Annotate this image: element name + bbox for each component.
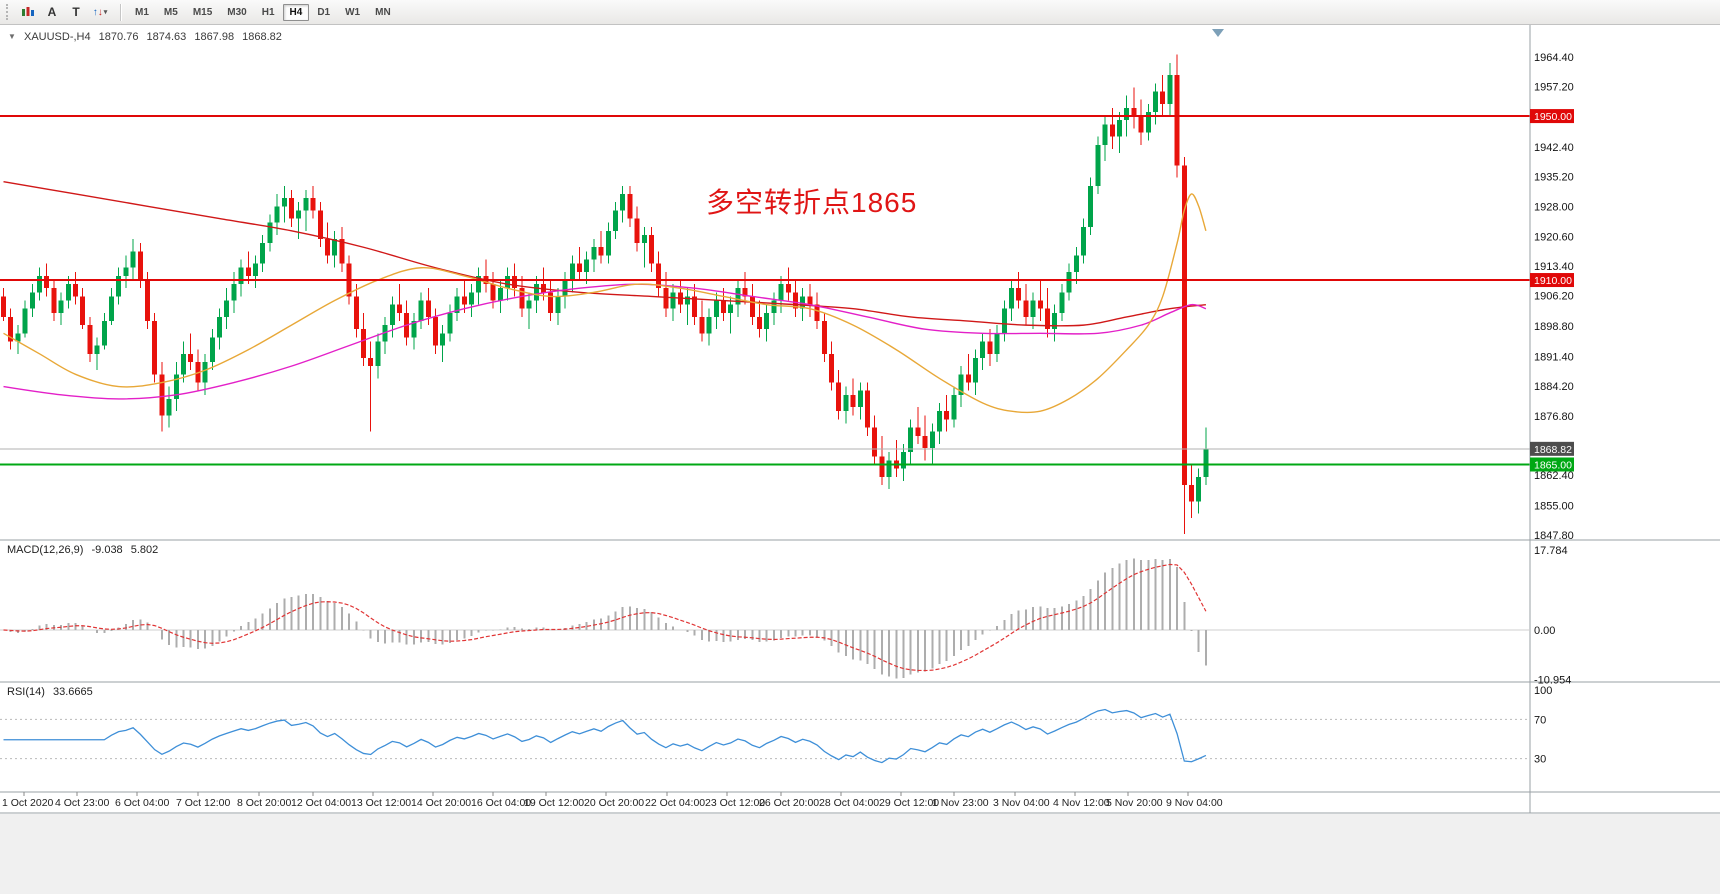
rsi-indicator-header: RSI(14) 33.6665 (7, 686, 98, 698)
macd-value: -9.038 (91, 544, 123, 556)
timeframe-d1[interactable]: D1 (317, 6, 331, 18)
price-axis-label: 1862.40 (1534, 470, 1574, 482)
panel-separators (0, 539, 1720, 814)
price-axis-label: 1876.80 (1534, 411, 1574, 423)
toolbar-grip[interactable] (6, 4, 11, 20)
time-axis-label: 14 Oct 20:00 (411, 797, 471, 809)
symbols-dropdown-icon[interactable]: ↑ ↓ ▾ (92, 6, 108, 18)
macd-indicator-header: MACD(12,26,9) -9.038 5.802 (7, 544, 163, 556)
rsi-axis-label: 100 (1534, 685, 1552, 697)
rsi-value: 33.6665 (52, 686, 93, 698)
bottom-strip (0, 814, 1720, 894)
time-axis-label: 23 Oct 12:00 (705, 797, 765, 809)
price-axis[interactable]: 1964.40 1957.20 1942.40 1935.20 1928.00 1920.… (1530, 52, 1574, 542)
time-axis-label: 1 Nov 23:00 (932, 797, 989, 809)
price-axis-label: 1913.40 (1534, 261, 1574, 273)
high-value: 1874.63 (146, 31, 187, 43)
chart-text-annotation[interactable]: 多空转折点1865 (706, 187, 918, 218)
time-axis-label: 4 Nov 12:00 (1053, 797, 1110, 809)
time-axis-label: 8 Oct 20:00 (237, 797, 291, 809)
price-axis-label: 1906.20 (1534, 291, 1574, 303)
time-axis-label: 7 Oct 12:00 (176, 797, 230, 809)
candlestick-series (1, 54, 1209, 535)
tool-button-t[interactable]: T (72, 5, 80, 19)
price-axis-label: 1928.00 (1534, 201, 1574, 213)
time-axis-label: 4 Oct 23:00 (55, 797, 109, 809)
svg-text:1950.00: 1950.00 (1534, 111, 1572, 123)
price-axis-label: 1855.00 (1534, 500, 1574, 512)
macd-axis-label: -10.954 (1534, 674, 1571, 686)
tools-group: A T ↑ ↓ ▾ (17, 2, 113, 23)
low-value: 1867.98 (194, 31, 235, 43)
price-axis-label: 1891.40 (1534, 351, 1574, 363)
time-axis-label: 5 Nov 20:00 (1106, 797, 1163, 809)
rsi-axis-label: 70 (1534, 714, 1546, 726)
timeframe-h1[interactable]: H1 (261, 6, 275, 18)
time-axis-label: 13 Oct 12:00 (351, 797, 411, 809)
time-axis-label: 9 Nov 04:00 (1166, 797, 1223, 809)
time-axis-label: 29 Oct 12:00 (879, 797, 939, 809)
macd-axis-label: 17.784 (1534, 545, 1568, 557)
price-axis-label: 1935.20 (1534, 172, 1574, 184)
open-value: 1870.76 (98, 31, 139, 43)
price-axis-label: 1920.60 (1534, 232, 1574, 244)
macd-histogram (9, 558, 1207, 679)
time-axis-label: 28 Oct 04:00 (819, 797, 879, 809)
time-axis-label: 19 Oct 12:00 (524, 797, 584, 809)
chart-info-bar: ▼ XAUUSD-,H4 1870.76 1874.63 1867.98 186… (8, 31, 287, 43)
rsi-axis-label: 30 (1534, 754, 1546, 766)
toolbar-separator (120, 3, 121, 21)
svg-text:1910.00: 1910.00 (1534, 275, 1572, 287)
time-axis-label: 26 Oct 20:00 (759, 797, 819, 809)
time-axis-label: 3 Nov 04:00 (993, 797, 1050, 809)
close-value: 1868.82 (242, 31, 282, 43)
timeframe-m5[interactable]: M5 (163, 6, 178, 18)
time-axis-label: 20 Oct 20:00 (584, 797, 644, 809)
time-axis-label: 1 Oct 2020 (2, 797, 54, 809)
price-tag-1865.00 (1530, 457, 1574, 472)
macd-axis-label: 0.00 (1534, 625, 1555, 637)
macd-signal-line (3, 563, 1207, 672)
time-axis[interactable]: 1 Oct 2020 4 Oct 23:00 6 Oct 04:00 7 Oct 12… (2, 792, 1223, 809)
time-axis-label: 6 Oct 04:00 (115, 797, 169, 809)
price-axis-label: 1884.20 (1534, 381, 1574, 393)
time-axis-label: 22 Oct 04:00 (645, 797, 705, 809)
ma-slow-red (3, 180, 1206, 327)
svg-text:1868.82: 1868.82 (1534, 444, 1572, 456)
symbol-period-label: XAUUSD-,H4 (23, 31, 91, 43)
timeframe-m30[interactable]: M30 (227, 6, 247, 18)
macd-label: MACD(12,26,9) (7, 544, 84, 556)
toolbar: A T ↑ ↓ ▾ M1 M5 M15 M30 H1 H4 D1 W1 MN (0, 0, 1720, 25)
timeframe-h4[interactable]: H4 (282, 3, 310, 21)
chart-shift-marker-icon[interactable] (1212, 29, 1224, 37)
price-axis-label: 1957.20 (1534, 82, 1574, 94)
price-tag-1910.00 (1530, 273, 1574, 288)
svg-text:1865.00: 1865.00 (1534, 459, 1572, 471)
time-axis-label: 16 Oct 04:00 (471, 797, 531, 809)
rsi-line (3, 708, 1207, 764)
macd-signal-value: 5.802 (130, 544, 159, 556)
rsi-label: RSI(14) (7, 686, 45, 698)
collapse-triangle-icon[interactable]: ▼ (8, 32, 16, 41)
ma-fast-orange (3, 193, 1207, 414)
timeframe-mn[interactable]: MN (375, 6, 391, 18)
timeframe-w1[interactable]: W1 (345, 6, 361, 18)
price-tag-1868.82 (1530, 441, 1574, 456)
timeframe-m1[interactable]: M1 (135, 6, 149, 18)
timeframe-m15[interactable]: M15 (192, 6, 213, 18)
price-axis-label: 1847.80 (1534, 530, 1574, 542)
price-axis-label: 1898.80 (1534, 321, 1574, 333)
tool-button-a[interactable]: A (47, 5, 57, 19)
price-axis-label: 1964.40 (1534, 52, 1574, 64)
timeframes-group: M1 M5 M15 M30 H1 H4 D1 W1 MN (128, 3, 399, 21)
ma-mid-magenta (3, 283, 1207, 400)
time-axis-label: 12 Oct 04:00 (291, 797, 351, 809)
price-axis-label: 1942.40 (1534, 142, 1574, 154)
chart-objects-icon[interactable] (17, 2, 39, 23)
price-tag-1950.00 (1530, 109, 1574, 124)
